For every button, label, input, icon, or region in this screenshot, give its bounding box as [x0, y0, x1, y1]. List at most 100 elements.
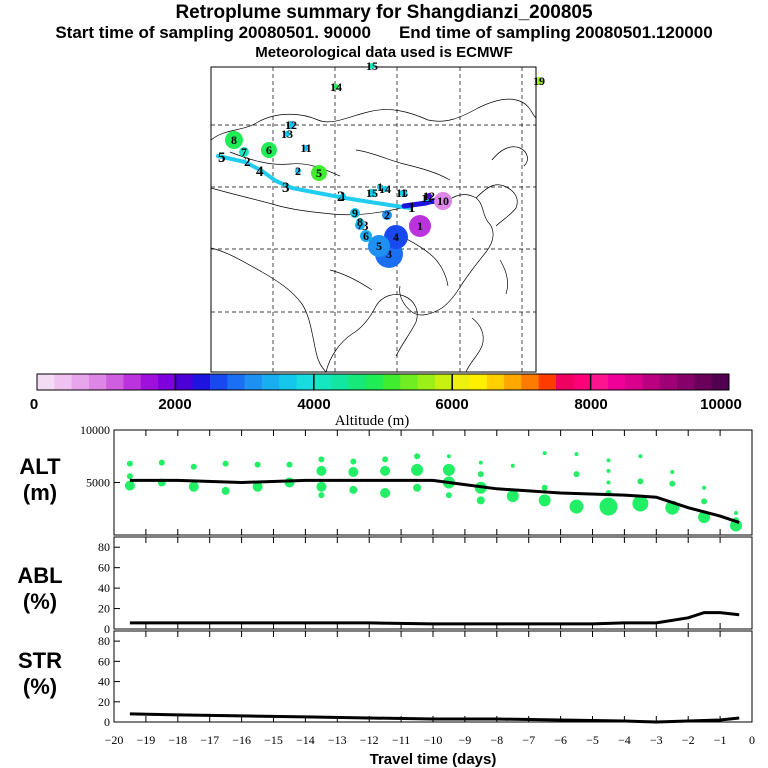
colorbar-bin	[331, 374, 349, 390]
alt-point	[286, 461, 293, 468]
cluster-marker-label: 2	[384, 208, 390, 222]
cluster-marker: 10	[434, 192, 452, 210]
cluster-marker: 19	[533, 74, 545, 88]
cluster-marker-label: 13	[281, 127, 293, 141]
colorbar-bin	[538, 374, 557, 390]
alt-point	[126, 473, 133, 480]
colorbar-bin	[677, 374, 695, 390]
cluster-marker-label: 1	[340, 189, 346, 203]
colorbar-bin	[607, 374, 626, 390]
alt-point	[569, 499, 584, 514]
y-tick-label: 40	[98, 581, 110, 595]
cluster-marker-label: 6	[266, 143, 272, 157]
colorbar-tick-label: 8000	[574, 396, 607, 413]
coastline-borders	[210, 98, 537, 373]
cluster-marker-dot	[535, 77, 543, 85]
alt-axis-label: ALT	[19, 454, 61, 479]
colorbar-title: Altitude (m)	[335, 413, 410, 429]
alt-point	[599, 497, 618, 516]
track-label: 1	[408, 200, 416, 216]
x-tick-label: −15	[264, 733, 283, 747]
alt-point	[541, 484, 548, 491]
x-tick-label: −7	[522, 733, 535, 747]
x-tick-label: −1	[714, 733, 727, 747]
cluster-marker: 1	[401, 186, 407, 200]
cluster-marker-dot	[311, 165, 327, 181]
cluster-marker-dot	[368, 189, 376, 197]
colorbar-bin	[37, 374, 55, 390]
cluster-marker-label: 15	[366, 59, 378, 73]
cluster-marker: 1	[377, 180, 383, 194]
extra-label: 2	[244, 154, 251, 169]
start-time: Start time of sampling 20080501. 90000	[55, 23, 371, 42]
alt-point	[413, 483, 422, 492]
cluster-marker-dot	[295, 168, 301, 174]
cluster-marker-label: 11	[300, 141, 311, 155]
cluster-marker: 5	[368, 235, 390, 257]
alt-point	[188, 481, 199, 492]
cluster-marker-label: 2	[295, 164, 301, 178]
x-tick-label: 0	[749, 733, 755, 747]
alt-point	[222, 460, 229, 467]
cluster-marker-dot	[303, 145, 309, 151]
abl-y-ticks: 0 20 40 60 80	[98, 540, 120, 636]
alt-point	[348, 467, 359, 477]
track-label: 3	[282, 180, 290, 196]
alt-mean-line	[129, 478, 740, 524]
alt-point	[380, 488, 391, 498]
cluster-marker-dot	[384, 225, 408, 249]
alt-point	[734, 511, 738, 515]
cluster-marker-dot	[360, 230, 372, 242]
x-tick-label: −10	[424, 733, 443, 747]
colorbar-bin	[556, 374, 574, 390]
cluster-marker: 13	[281, 127, 293, 141]
alt-point	[538, 494, 551, 507]
cluster-marker-label: 4	[393, 230, 399, 244]
alt-point	[414, 453, 421, 460]
cluster-marker-dot	[225, 131, 243, 149]
colorbar-bin	[313, 374, 332, 390]
alt-point	[670, 470, 675, 474]
map-frame	[210, 66, 537, 373]
cluster-marker: 6	[261, 142, 277, 158]
x-tick-label: −20	[105, 733, 124, 747]
y-tick-label: 60	[98, 561, 110, 575]
cluster-marker-label: 1	[417, 219, 423, 233]
mean-trajectory-track	[216, 154, 412, 210]
alt-point	[190, 463, 197, 470]
alt-point	[350, 458, 357, 465]
cluster-marker: 8	[225, 131, 243, 149]
alt-point	[316, 481, 327, 492]
y-tick-label: 20	[98, 695, 110, 709]
cluster-marker-dot	[409, 215, 431, 237]
x-axis-title: Travel time (days)	[370, 751, 497, 768]
alt-point	[446, 454, 451, 459]
colorbar-bin	[400, 374, 418, 390]
cluster-marker-dot	[356, 218, 364, 226]
cluster-marker: 15	[366, 186, 378, 200]
alt-point	[221, 486, 230, 495]
x-tick-label: −12	[360, 733, 379, 747]
str-panel-frame	[113, 630, 753, 723]
y-tick-label: 5000	[86, 476, 110, 490]
cluster-marker-dot	[426, 193, 432, 199]
x-tick-label: −11	[392, 733, 410, 747]
colorbar-bin	[88, 374, 107, 390]
x-tick-label: −6	[554, 733, 567, 747]
colorbar-bin	[469, 374, 488, 390]
alt-point	[506, 490, 519, 503]
colorbar-bin	[244, 374, 263, 390]
cluster-marker: 2	[382, 208, 392, 222]
colorbar-bin	[365, 374, 384, 390]
x-tick-label: −3	[650, 733, 663, 747]
colorbar-bin	[227, 374, 245, 390]
colorbar-bin	[192, 374, 211, 390]
colorbar-bin	[452, 374, 470, 390]
cluster-marker-label: 14	[330, 80, 342, 94]
y-tick-label: 60	[98, 654, 110, 668]
alt-point	[632, 495, 649, 512]
y-tick-label: 0	[104, 715, 110, 729]
time-series-panels: ALT (m) 5000 10000 ABL (%) 0 20 40 60 80 STR …	[17, 423, 755, 768]
end-time: End time of sampling 20080501.120000	[398, 23, 713, 42]
cluster-marker-label: 8	[357, 215, 363, 229]
